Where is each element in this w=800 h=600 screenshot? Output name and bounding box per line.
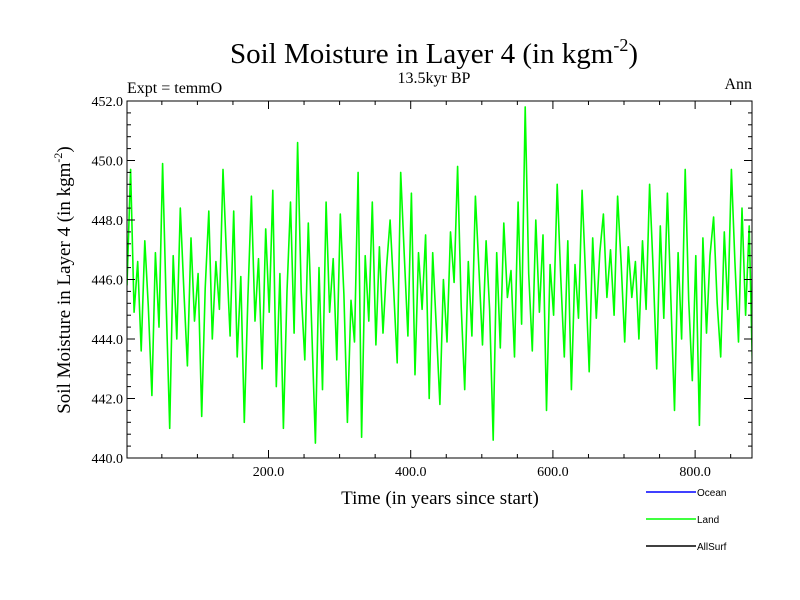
y-axis-label-group: Soil Moisture in Layer 4 (in kgm-2): [51, 146, 75, 414]
plot-area: 440.0 442.0 444.0 446.0 448.0 450.0 452.0 200.0…: [92, 95, 753, 480]
legend-label-allsurf: AllSurf: [697, 542, 727, 553]
data-layer: [127, 106, 752, 444]
y-axis-label: Soil Moisture in Layer 4 (in kgm-2): [51, 146, 75, 414]
y-tick-label: 450.0: [92, 155, 124, 170]
chart-title-main: Soil Moisture in Layer 4 (in kgm: [230, 38, 614, 70]
y-tick-label: 446.0: [92, 274, 124, 289]
plot-frame: [126, 100, 753, 459]
y-axis-label-close: ): [54, 146, 75, 152]
ticks-layer: 440.0 442.0 444.0 446.0 448.0 450.0 452.0 200.0…: [92, 95, 752, 480]
y-axis-label-superscript: -2: [51, 153, 65, 163]
chart-subtitle: 13.5kyr BP: [398, 70, 471, 87]
experiment-label: Expt = temmO: [127, 80, 222, 97]
y-tick-label: 444.0: [92, 333, 124, 348]
legend-label-land: Land: [697, 515, 719, 526]
y-tick-label: 442.0: [92, 393, 124, 408]
chart-title-close: ): [628, 38, 638, 70]
legend-label-ocean: Ocean: [697, 488, 726, 499]
x-tick-label: 400.0: [395, 465, 427, 480]
chart-title-superscript: -2: [613, 35, 628, 55]
x-tick-label: 200.0: [253, 465, 285, 480]
season-label: Ann: [724, 76, 752, 93]
y-tick-label: 448.0: [92, 214, 124, 229]
x-tick-label: 600.0: [537, 465, 569, 480]
y-tick-label: 452.0: [92, 95, 124, 110]
chart-title: Soil Moisture in Layer 4 (in kgm-2): [230, 35, 638, 70]
chart-header: Soil Moisture in Layer 4 (in kgm-2) 13.5…: [127, 35, 752, 97]
series-line-land: [127, 106, 752, 444]
y-tick-label: 440.0: [92, 452, 124, 467]
y-axis-label-main: Soil Moisture in Layer 4 (in kgm: [54, 162, 75, 413]
legend: Ocean Land AllSurf: [646, 488, 727, 553]
x-axis-label: Time (in years since start): [341, 488, 539, 509]
x-tick-label: 800.0: [679, 465, 711, 480]
